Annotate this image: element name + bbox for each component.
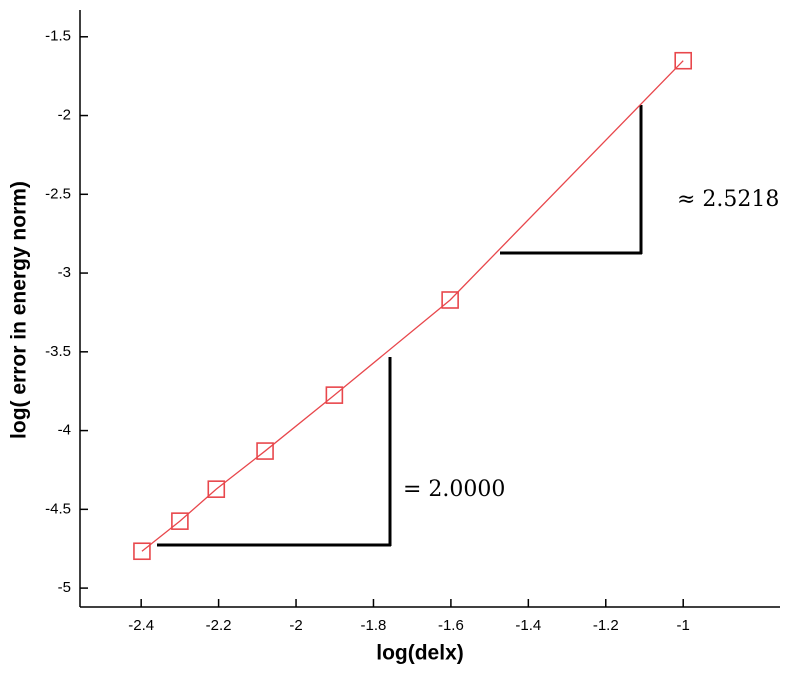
point-marker (171, 512, 189, 530)
point-marker (133, 542, 151, 561)
x-tick-label: -1.8 (361, 617, 387, 634)
point-marker (325, 386, 344, 404)
x-tick-label: -1.4 (515, 617, 541, 634)
point-marker (674, 51, 693, 70)
y-tick-label: -5 (58, 579, 71, 596)
y-tick-label: -4.5 (45, 500, 71, 517)
y-tick-label: -1.5 (45, 28, 71, 45)
x-tick-label: -1 (677, 617, 690, 634)
slope-triangles (157, 105, 643, 547)
y-tick-label: -2.5 (45, 185, 71, 202)
y-tick-label: -4 (58, 422, 71, 439)
y-tick-label: -3 (58, 264, 71, 281)
point-marker (441, 291, 459, 309)
x-axis-title: log(delx) (376, 642, 464, 665)
y-tick-label: -3.5 (45, 343, 71, 360)
series-line (141, 60, 684, 552)
x-tick-label: -2 (289, 617, 302, 634)
x-tick-label: -2.2 (206, 617, 232, 634)
x-tick-label: -1.2 (593, 617, 619, 634)
y-tick-label: -2 (58, 107, 71, 124)
x-tick-label: -2.4 (128, 617, 154, 634)
slope-annotation: ≈ 2.5218 (677, 187, 779, 212)
point-marker (256, 442, 274, 460)
point-marker (207, 480, 226, 498)
x-tick-label: -1.6 (438, 617, 464, 634)
slope-annotation: = 2.0000 (403, 477, 505, 502)
y-axis-title: log( error in energy norm) (8, 181, 31, 439)
